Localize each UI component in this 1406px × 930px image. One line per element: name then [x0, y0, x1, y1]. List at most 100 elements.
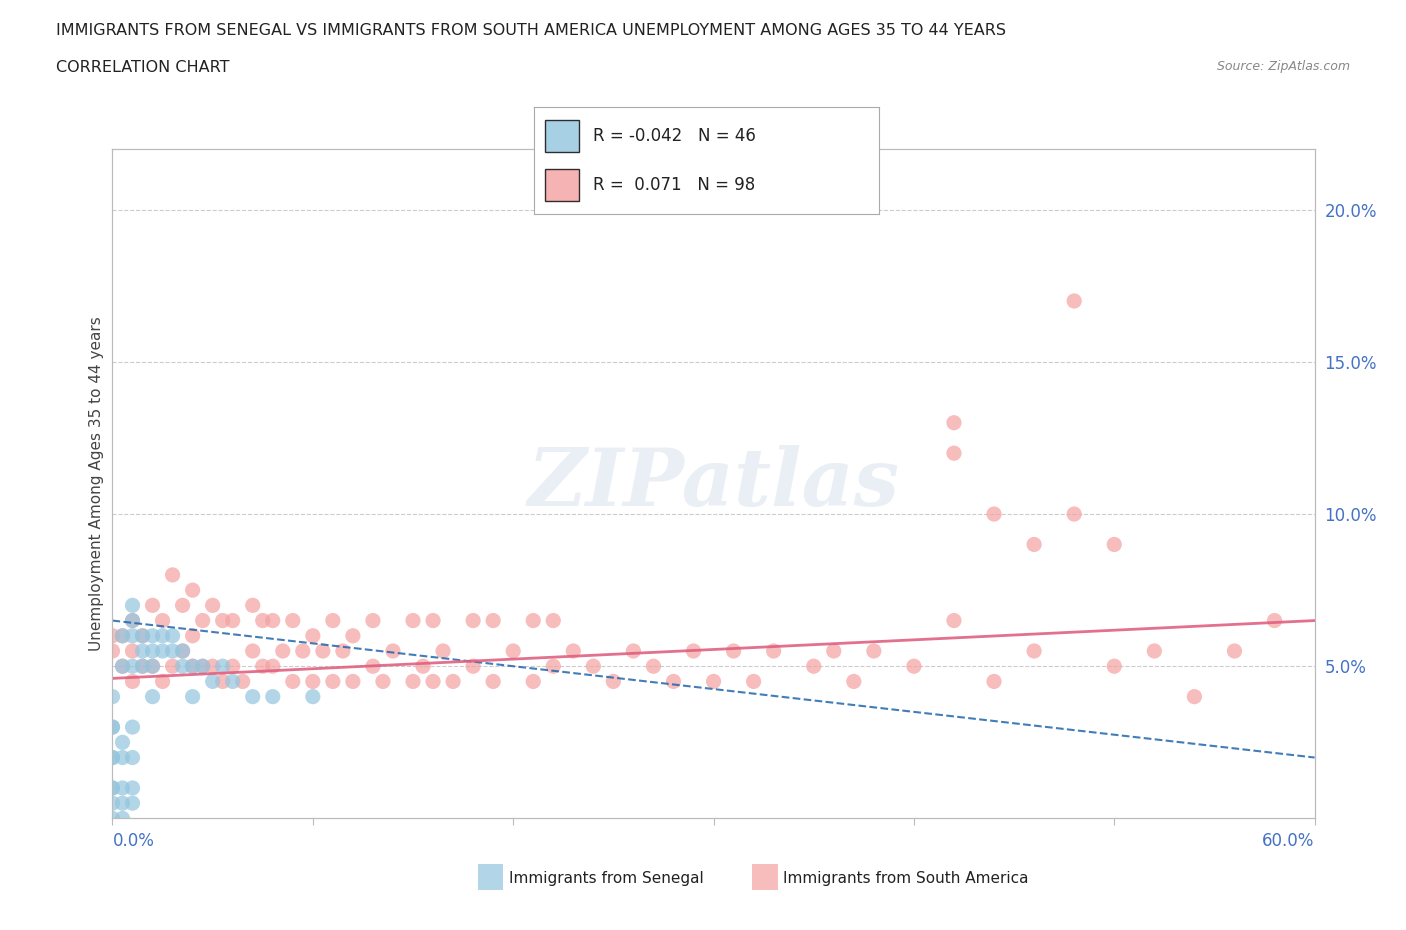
Text: Source: ZipAtlas.com: Source: ZipAtlas.com: [1216, 60, 1350, 73]
Point: [441, 674, 464, 689]
Point: [1063, 507, 1085, 522]
Point: [121, 598, 143, 613]
Point: [121, 613, 143, 628]
Point: [172, 644, 194, 658]
Point: [101, 751, 124, 765]
Point: [191, 658, 214, 673]
Point: [121, 796, 143, 811]
Point: [101, 780, 124, 795]
Point: [111, 658, 134, 673]
Point: [172, 644, 194, 658]
Point: [863, 644, 886, 658]
Point: [562, 644, 585, 658]
Point: [543, 613, 565, 628]
Point: [342, 674, 364, 689]
Point: [121, 674, 143, 689]
Point: [252, 613, 274, 628]
Point: [172, 598, 194, 613]
Point: [152, 629, 174, 644]
Point: [152, 613, 174, 628]
Point: [742, 674, 765, 689]
FancyBboxPatch shape: [544, 120, 579, 152]
Point: [803, 658, 825, 673]
Point: [281, 674, 304, 689]
Point: [162, 567, 184, 582]
Point: [121, 751, 143, 765]
Point: [242, 689, 264, 704]
Point: [322, 674, 344, 689]
Point: [1024, 537, 1046, 551]
FancyBboxPatch shape: [544, 169, 579, 201]
Point: [723, 644, 745, 658]
Point: [482, 674, 505, 689]
Point: [121, 720, 143, 735]
Point: [181, 689, 204, 704]
Point: [432, 644, 454, 658]
Point: [402, 613, 425, 628]
Text: ZIPatlas: ZIPatlas: [527, 445, 900, 523]
Text: 60.0%: 60.0%: [1263, 832, 1315, 850]
Point: [502, 644, 524, 658]
Point: [232, 674, 254, 689]
Point: [682, 644, 704, 658]
Point: [181, 658, 204, 673]
Point: [262, 658, 284, 673]
Point: [983, 507, 1005, 522]
Point: [162, 658, 184, 673]
Y-axis label: Unemployment Among Ages 35 to 44 years: Unemployment Among Ages 35 to 44 years: [89, 316, 104, 651]
Point: [152, 644, 174, 658]
Point: [141, 629, 163, 644]
Point: [522, 674, 544, 689]
Point: [162, 629, 184, 644]
Point: [101, 644, 124, 658]
Point: [942, 445, 965, 460]
Point: [101, 720, 124, 735]
Point: [101, 796, 124, 811]
Point: [111, 629, 134, 644]
Point: [1143, 644, 1166, 658]
Point: [461, 658, 484, 673]
Point: [201, 598, 224, 613]
Point: [222, 658, 245, 673]
Point: [101, 811, 124, 826]
Point: [522, 613, 544, 628]
Point: [222, 613, 245, 628]
Text: R =  0.071   N = 98: R = 0.071 N = 98: [593, 176, 755, 194]
Point: [252, 658, 274, 673]
Point: [131, 658, 153, 673]
Point: [602, 674, 624, 689]
Point: [1223, 644, 1246, 658]
Point: [101, 629, 124, 644]
Point: [181, 658, 204, 673]
Point: [903, 658, 925, 673]
Point: [322, 613, 344, 628]
Point: [111, 751, 134, 765]
Point: [172, 658, 194, 673]
Point: [302, 674, 325, 689]
Point: [121, 658, 143, 673]
Point: [422, 613, 444, 628]
Point: [302, 689, 325, 704]
Point: [191, 658, 214, 673]
Point: [291, 644, 314, 658]
Point: [422, 674, 444, 689]
Point: [141, 658, 163, 673]
Point: [361, 658, 384, 673]
Point: [131, 629, 153, 644]
Point: [271, 644, 294, 658]
Point: [131, 644, 153, 658]
Point: [211, 658, 233, 673]
Point: [162, 644, 184, 658]
Point: [371, 674, 394, 689]
Point: [121, 644, 143, 658]
Point: [242, 598, 264, 613]
Point: [141, 658, 163, 673]
Point: [983, 674, 1005, 689]
Point: [181, 629, 204, 644]
Point: [121, 780, 143, 795]
Point: [332, 644, 354, 658]
Point: [191, 613, 214, 628]
Point: [121, 629, 143, 644]
Point: [141, 689, 163, 704]
Point: [181, 583, 204, 598]
